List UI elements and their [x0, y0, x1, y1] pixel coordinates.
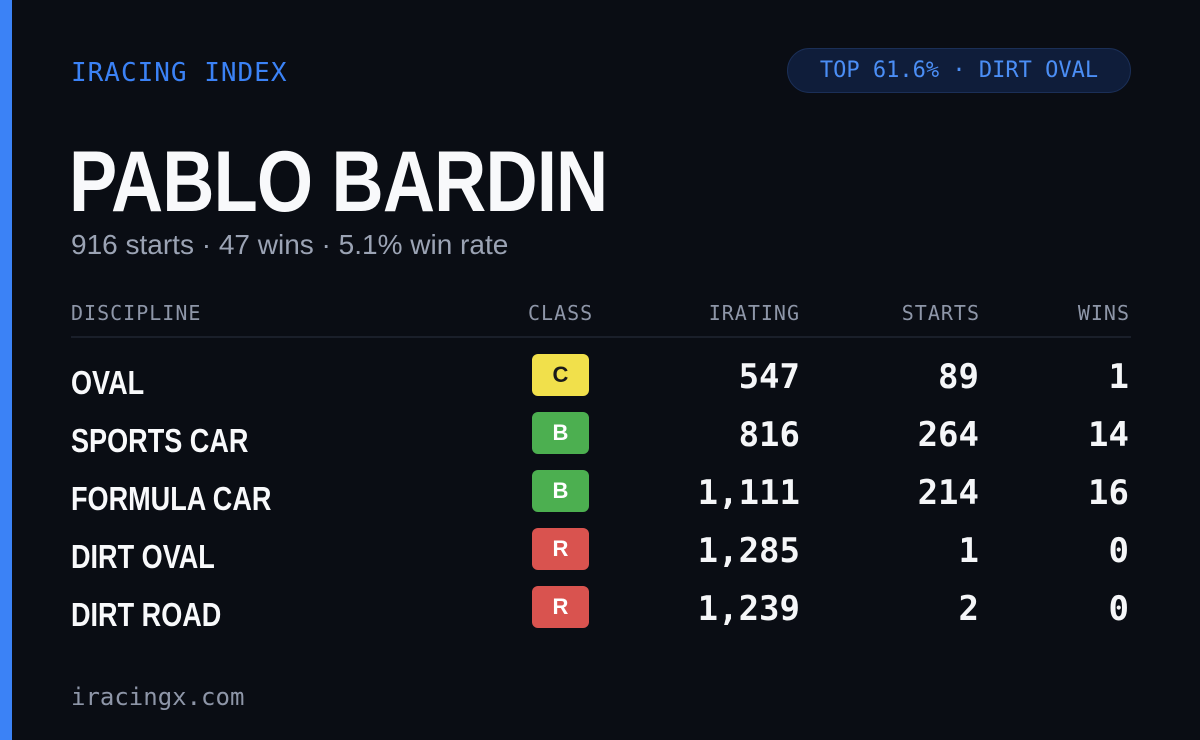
- starts-value: 2: [958, 589, 979, 629]
- column-header-discipline: DISCIPLINE: [71, 301, 202, 325]
- irating-value: 816: [738, 415, 800, 455]
- discipline-name: DIRT OVAL: [71, 538, 215, 575]
- wins-value: 0: [1108, 531, 1129, 571]
- irating-value: 1,285: [697, 531, 800, 571]
- irating-value: 1,239: [697, 589, 800, 629]
- irating-value: 547: [738, 357, 800, 397]
- starts-value: 214: [917, 473, 979, 513]
- discipline-name: OVAL: [71, 364, 145, 401]
- wins-value: 0: [1108, 589, 1129, 629]
- class-badge: C: [532, 354, 589, 396]
- starts-value: 264: [917, 415, 979, 455]
- wins-value: 14: [1088, 415, 1129, 455]
- column-header-class: CLASS: [528, 301, 594, 325]
- header-divider: [71, 336, 1131, 338]
- column-header-starts: STARTS: [901, 301, 980, 325]
- discipline-name: SPORTS CAR: [71, 422, 249, 459]
- driver-name: PABLO BARDIN: [69, 134, 608, 230]
- wins-value: 1: [1108, 357, 1129, 397]
- class-badge: R: [532, 528, 589, 570]
- discipline-name: DIRT ROAD: [71, 596, 222, 633]
- footer-site-link[interactable]: iracingx.com: [71, 683, 245, 711]
- class-badge: B: [532, 470, 589, 512]
- percentile-badge: TOP 61.6% · DIRT OVAL: [787, 48, 1131, 93]
- class-badge: R: [532, 586, 589, 628]
- table-row: OVAL C 547 89 1: [0, 354, 1200, 412]
- column-header-irating: IRATING: [708, 301, 800, 325]
- brand-label: IRACING INDEX: [71, 58, 288, 88]
- wins-value: 16: [1088, 473, 1129, 513]
- column-header-wins: WINS: [1077, 301, 1130, 325]
- table-row: SPORTS CAR B 816 264 14: [0, 412, 1200, 470]
- driver-summary: 916 starts · 47 wins · 5.1% win rate: [71, 229, 509, 260]
- table-row: DIRT OVAL R 1,285 1 0: [0, 528, 1200, 586]
- class-badge: B: [532, 412, 589, 454]
- discipline-name: FORMULA CAR: [71, 480, 272, 517]
- starts-value: 89: [938, 357, 979, 397]
- starts-value: 1: [958, 531, 979, 571]
- accent-bar: [0, 0, 12, 740]
- irating-value: 1,111: [697, 473, 800, 513]
- table-row: FORMULA CAR B 1,111 214 16: [0, 470, 1200, 528]
- table-row: DIRT ROAD R 1,239 2 0: [0, 586, 1200, 644]
